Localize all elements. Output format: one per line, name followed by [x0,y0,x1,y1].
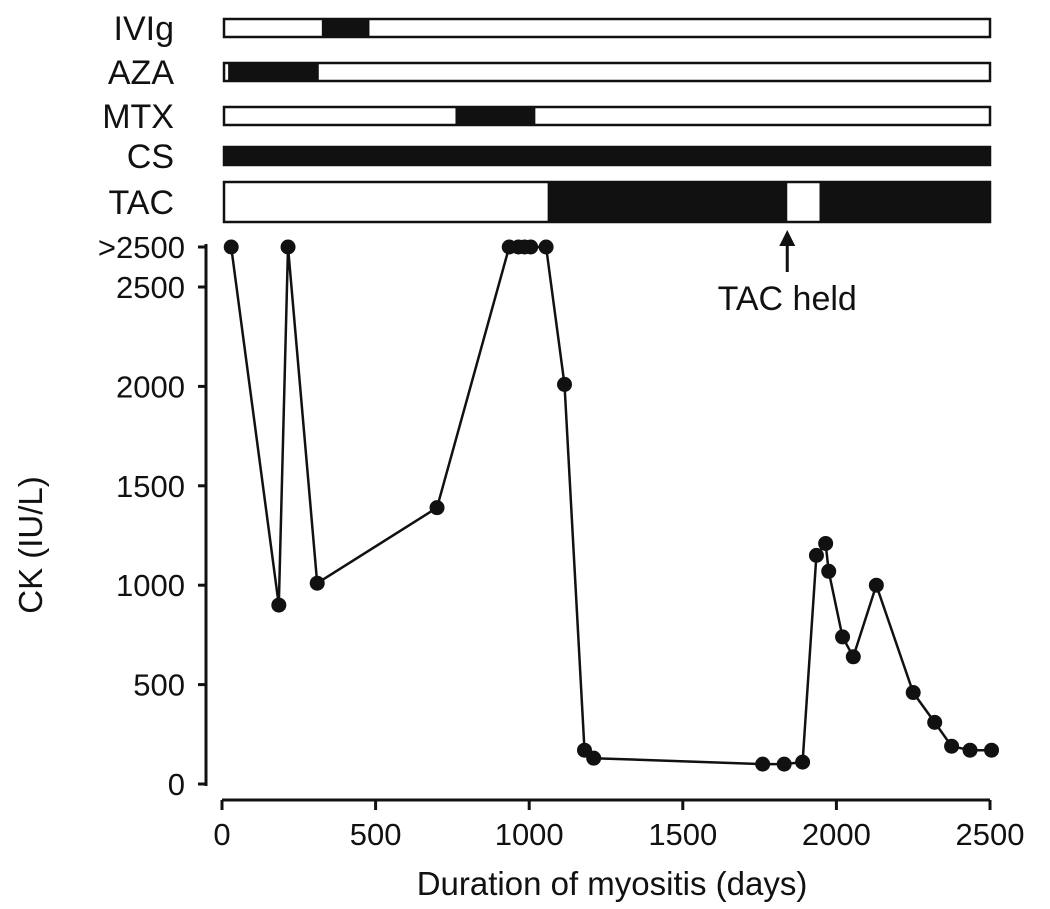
plot-axes [204,244,990,802]
data-point [905,685,921,701]
data-point [821,563,837,579]
x-tick-label: 1000 [495,817,564,852]
y-tick-label: 2500 [116,270,185,305]
treatment-bar-outline [222,105,992,127]
data-point [309,575,325,591]
annotation-text: TAC held [718,280,857,318]
y-tick-label: 2000 [116,369,185,404]
data-point [835,629,851,645]
treatment-label: CS [127,138,174,176]
y-tick-label: 1000 [116,568,185,603]
tac-held-annotation: TAC held [718,230,857,318]
data-point [818,535,834,551]
treatment-row-aza: AZA [108,54,992,92]
x-axis-title: Duration of myositis (days) [417,865,808,902]
annotation-arrowhead [779,230,796,246]
x-tick-label: 2000 [802,817,871,852]
y-tick-label: 500 [133,668,185,703]
data-point [984,742,1000,758]
series-line [229,245,992,766]
data-point [557,376,573,392]
treatment-period [547,182,788,222]
treatment-period [321,19,370,37]
data-point [776,756,792,772]
treatment-row-cs: CS [127,138,992,176]
x-tick-label: 2500 [956,817,1025,852]
data-point [962,742,978,758]
treatment-label: TAC [109,184,174,222]
data-point [429,500,445,516]
treatment-bar-outline [222,17,992,39]
x-ticks: 0 500 1000 1500 2000 2500 [213,800,1024,852]
treatment-row-mtx: MTX [102,98,992,136]
x-tick-label: 0 [213,817,230,852]
treatment-label: AZA [108,54,174,92]
y-tick-label: >2500 [98,230,185,265]
treatment-period [224,147,990,165]
treatment-label: MTX [102,98,174,136]
data-point [808,547,824,563]
y-tick-label: 1500 [116,469,185,504]
treatment-period [455,107,536,125]
treatment-bar-outline [222,61,992,83]
y-axis-title: CK (IU/L) [12,476,49,614]
y-ticks: 0 500 1000 1500 2000 2500 >2500 [98,230,206,802]
data-point [944,738,960,754]
data-point [755,756,771,772]
data-point [280,239,296,255]
data-point [868,577,884,593]
x-tick-label: 1500 [648,817,717,852]
treatment-period [228,63,319,81]
data-point [586,750,602,766]
data-point [845,649,861,665]
data-point [538,239,554,255]
series-ck [223,239,1000,772]
data-point [927,714,943,730]
treatment-period [819,182,990,222]
data-point [523,239,539,255]
treatment-row-tac: TAC [109,180,992,224]
treatment-label: IVIg [114,10,174,48]
y-tick-label: 0 [168,767,185,802]
data-point [223,239,239,255]
x-tick-label: 500 [350,817,402,852]
data-point [795,754,811,770]
treatment-row-ivig: IVIg [114,10,992,48]
data-point [271,597,287,613]
